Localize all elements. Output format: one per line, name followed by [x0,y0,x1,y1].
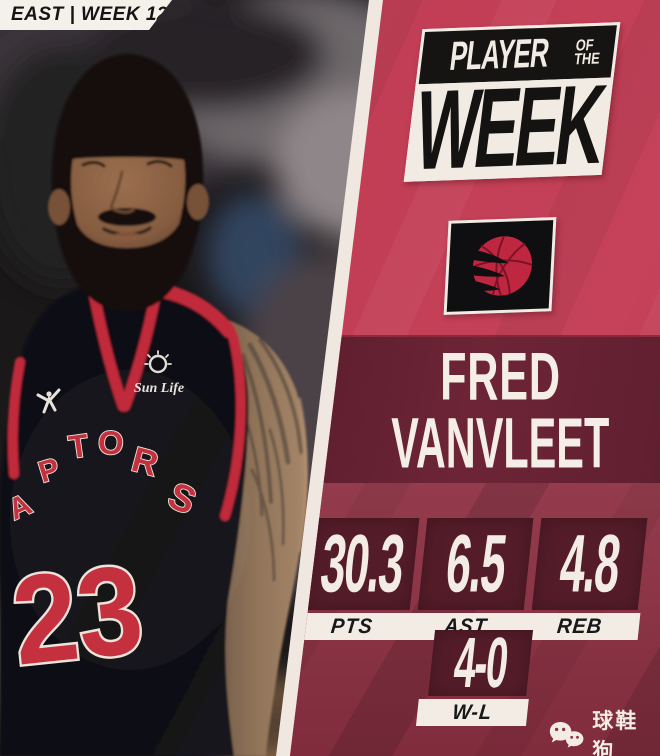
sponsor-text: Sun Life [134,381,184,396]
player-head [48,54,209,312]
rebounds-label-text: REB [556,614,604,638]
potw-logo-bottom: WEEK [407,77,611,179]
points-label-text: PTS [329,614,374,638]
stat-rebounds: 4.8 REB [519,518,648,640]
player-figure [0,54,308,756]
raptors-claw-icon [466,235,533,296]
potw-logo-top: PLAYER OF THE [418,25,617,85]
record-label-text: W-L [451,700,494,724]
player-first-name: FRED [340,339,660,415]
potw-ofthe-text: OF THE [572,36,602,69]
last-name-text: VANVLEET [391,402,609,483]
stat-points-value: 30.3 [303,518,420,610]
sponsor-patch: Sun Life [134,350,184,396]
potw-player-text: PLAYER [447,30,552,80]
watermark: 球鞋狗 [548,705,660,756]
stat-record-value: 4-0 [428,623,534,703]
east-week-badge: EAST | WEEK 12 [0,0,172,30]
watermark-text: 球鞋狗 [592,710,639,756]
player-last-name: VANVLEET [340,402,660,483]
assists-number: 6.5 [441,518,510,610]
jersey [0,282,249,756]
stat-assists-value: 6.5 [417,518,534,610]
stat-record-label: W-L [416,699,529,726]
jumpman-icon [36,388,61,414]
jersey-graphics: A P T O R S 23 Sun Life [3,350,203,694]
stat-points-label: PTS [291,613,413,640]
player-of-the-week-logo: PLAYER OF THE WEEK [403,22,621,182]
east-week-badge-text: EAST | WEEK 12 [11,4,168,25]
potw-the: THE [572,49,601,69]
jersey-number: 23 [6,537,149,691]
points-number: 30.3 [316,518,407,610]
record-number: 4-0 [450,623,511,703]
stat-rebounds-label: REB [519,613,641,640]
rebounds-number: 4.8 [555,518,624,610]
stat-record: 4-0 W-L [416,623,534,726]
wechat-icon [549,721,584,748]
stat-rebounds-value: 4.8 [531,518,648,610]
first-name-text: FRED [439,339,561,415]
raptors-logo-box [443,217,557,315]
jersey-letter: O [97,423,125,462]
name-band [290,337,660,483]
stat-points: 30.3 PTS [291,518,420,640]
potw-week-text: WEEK [409,77,609,179]
